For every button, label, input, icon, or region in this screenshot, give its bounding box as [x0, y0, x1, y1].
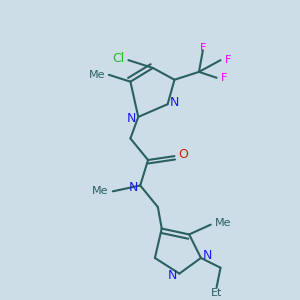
Text: Cl: Cl — [112, 52, 124, 65]
Text: Me: Me — [88, 70, 105, 80]
Text: N: N — [129, 181, 138, 194]
Text: N: N — [127, 112, 136, 125]
Text: N: N — [168, 269, 177, 282]
Text: F: F — [220, 73, 227, 83]
Text: N: N — [203, 250, 212, 262]
Text: Et: Et — [211, 288, 222, 298]
Text: F: F — [200, 44, 206, 53]
Text: F: F — [224, 55, 231, 65]
Text: Me: Me — [92, 186, 109, 197]
Text: N: N — [169, 96, 179, 109]
Text: Me: Me — [214, 218, 231, 228]
Text: O: O — [178, 148, 188, 160]
